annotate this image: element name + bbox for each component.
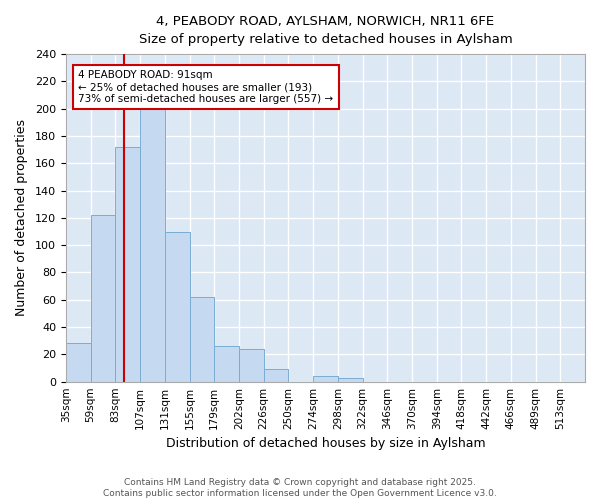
- Text: Contains HM Land Registry data © Crown copyright and database right 2025.
Contai: Contains HM Land Registry data © Crown c…: [103, 478, 497, 498]
- Y-axis label: Number of detached properties: Number of detached properties: [15, 120, 28, 316]
- Bar: [165, 232, 190, 382]
- Title: 4, PEABODY ROAD, AYLSHAM, NORWICH, NR11 6FE
Size of property relative to detache: 4, PEABODY ROAD, AYLSHAM, NORWICH, NR11 …: [139, 15, 512, 46]
- X-axis label: Distribution of detached houses by size in Aylsham: Distribution of detached houses by size …: [166, 437, 485, 450]
- Bar: [140, 108, 165, 382]
- Bar: [338, 378, 362, 382]
- Text: 4 PEABODY ROAD: 91sqm
← 25% of detached houses are smaller (193)
73% of semi-det: 4 PEABODY ROAD: 91sqm ← 25% of detached …: [78, 70, 334, 104]
- Bar: [66, 344, 91, 382]
- Bar: [91, 215, 115, 382]
- Bar: [214, 346, 239, 382]
- Bar: [263, 370, 289, 382]
- Bar: [115, 147, 140, 382]
- Bar: [190, 297, 214, 382]
- Bar: [313, 376, 338, 382]
- Bar: [239, 349, 263, 382]
